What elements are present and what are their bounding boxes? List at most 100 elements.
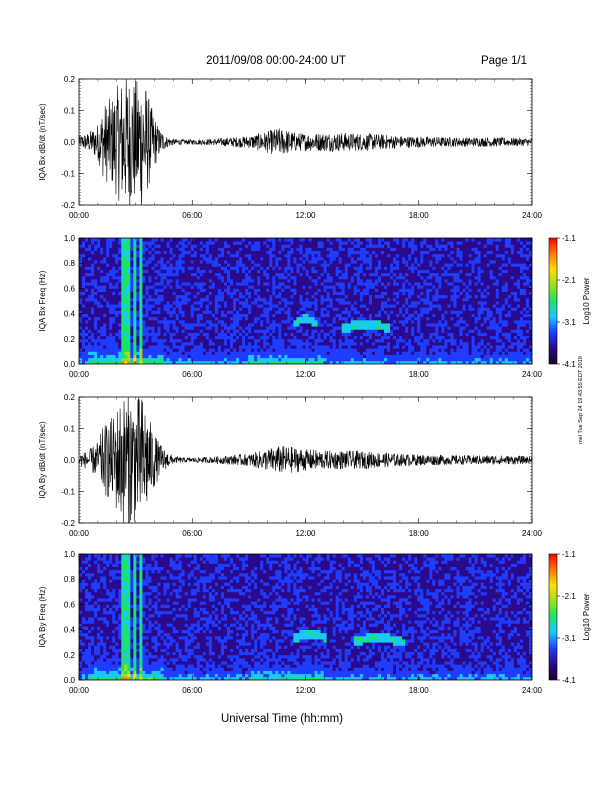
- heatmap-cell: [426, 301, 429, 305]
- heatmap-cell: [218, 326, 221, 330]
- heatmap-cell: [103, 323, 106, 327]
- heatmap-cell: [263, 276, 266, 280]
- heatmap-cell: [112, 339, 115, 343]
- heatmap-cell: [333, 358, 336, 362]
- heatmap-cell: [82, 270, 85, 274]
- heatmap-cell: [423, 260, 426, 264]
- heatmap-cell: [290, 348, 293, 352]
- heatmap-cell: [161, 320, 164, 324]
- heatmap-cell: [94, 238, 97, 242]
- heatmap-cell: [306, 276, 309, 280]
- heatmap-cell: [309, 329, 312, 333]
- heatmap-cell: [312, 285, 315, 289]
- heatmap-cell: [224, 310, 227, 314]
- heatmap-cell: [191, 273, 194, 277]
- heatmap-cell: [251, 304, 254, 308]
- heatmap-cell: [260, 285, 263, 289]
- heatmap-cell: [296, 336, 299, 340]
- heatmap-cell: [345, 345, 348, 349]
- heatmap-cell: [327, 348, 330, 352]
- heatmap-cell: [281, 292, 284, 296]
- heatmap-cell: [236, 295, 239, 299]
- heatmap-cell: [173, 320, 176, 324]
- heatmap-cell: [339, 288, 342, 292]
- heatmap-cell: [161, 298, 164, 302]
- heatmap-cell: [155, 257, 158, 261]
- heatmap-cell: [441, 345, 444, 349]
- heatmap-cell: [348, 282, 351, 286]
- heatmap-cell: [357, 329, 360, 333]
- heatmap-cell: [354, 288, 357, 292]
- heatmap-cell: [97, 317, 100, 321]
- heatmap-cell: [318, 288, 321, 292]
- heatmap-cell: [191, 323, 194, 327]
- heatmap-cell: [170, 342, 173, 346]
- heatmap-cell: [281, 266, 284, 270]
- heatmap-cell: [82, 257, 85, 261]
- heatmap-cell: [263, 339, 266, 343]
- heatmap-cell: [411, 310, 414, 314]
- heatmap-cell: [118, 351, 121, 355]
- heatmap-cell: [136, 317, 139, 321]
- heatmap-cell: [296, 254, 299, 258]
- heatmap-cell: [330, 295, 333, 299]
- heatmap-cell: [348, 333, 351, 337]
- heatmap-cell: [206, 320, 209, 324]
- heatmap-cell: [324, 279, 327, 283]
- heatmap-cell: [363, 310, 366, 314]
- heatmap-cell: [103, 298, 106, 302]
- heatmap-cell: [402, 326, 405, 330]
- heatmap-cell: [212, 342, 215, 346]
- heatmap-cell: [209, 254, 212, 258]
- heatmap-cell: [284, 301, 287, 305]
- heatmap-cell: [254, 247, 257, 251]
- heatmap-cell: [296, 266, 299, 270]
- heatmap-cell: [260, 358, 263, 362]
- heatmap-cell: [94, 244, 97, 248]
- heatmap-cell: [212, 238, 215, 242]
- heatmap-cell: [191, 298, 194, 302]
- heatmap-cell: [299, 270, 302, 274]
- heatmap-cell: [399, 238, 402, 242]
- heatmap-cell: [142, 301, 145, 305]
- heatmap-cell: [417, 298, 420, 302]
- heatmap-cell: [109, 345, 112, 349]
- heatmap-cell: [182, 285, 185, 289]
- heatmap-cell: [188, 351, 191, 355]
- heatmap-cell: [345, 355, 348, 359]
- heatmap-cell: [176, 257, 179, 261]
- heatmap-cell: [218, 257, 221, 261]
- heatmap-cell: [345, 241, 348, 245]
- heatmap-cell: [164, 260, 167, 264]
- heatmap-cell: [227, 329, 230, 333]
- heatmap-cell: [224, 314, 227, 318]
- heatmap-cell: [103, 276, 106, 280]
- heatmap-cell: [375, 314, 378, 318]
- heatmap-cell: [426, 276, 429, 280]
- heatmap-cell: [88, 292, 91, 296]
- heatmap-cell: [161, 282, 164, 286]
- heatmap-cell: [318, 320, 321, 324]
- heatmap-cell: [296, 285, 299, 289]
- heatmap-cell: [287, 266, 290, 270]
- heatmap-cell: [351, 345, 354, 349]
- heatmap-cell: [384, 304, 387, 308]
- heatmap-cell: [287, 238, 290, 242]
- heatmap-cell: [173, 301, 176, 305]
- heatmap-cell: [272, 358, 275, 362]
- heatmap-cell: [239, 320, 242, 324]
- heatmap-cell: [360, 326, 363, 330]
- heatmap-cell: [161, 254, 164, 258]
- heatmap-cell: [336, 288, 339, 292]
- heatmap-cell: [85, 304, 88, 308]
- heatmap-cell: [414, 310, 417, 314]
- heatmap-cell: [158, 292, 161, 296]
- heatmap-cell: [112, 323, 115, 327]
- heatmap-cell: [139, 273, 142, 277]
- heatmap-cell: [324, 339, 327, 343]
- heatmap-cell: [142, 333, 145, 337]
- heatmap-cell: [284, 295, 287, 299]
- heatmap-cell: [393, 326, 396, 330]
- heatmap-cell: [236, 263, 239, 267]
- heatmap-cell: [209, 323, 212, 327]
